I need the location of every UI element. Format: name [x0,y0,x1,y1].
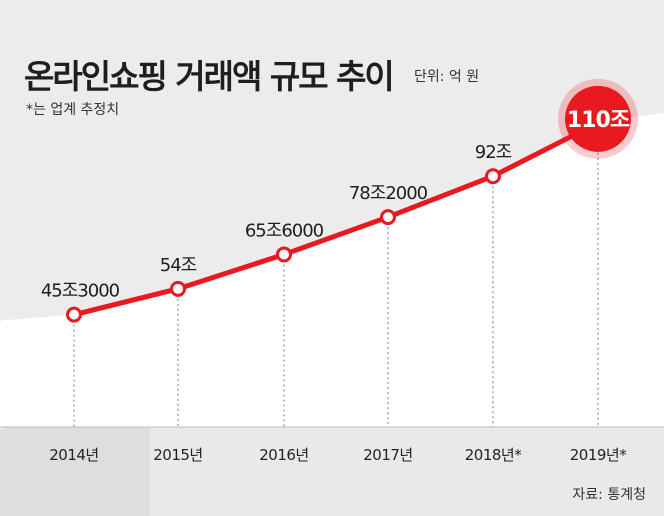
data-label-1: 54조 [160,255,197,276]
data-label-0: 45조3000 [41,281,120,302]
source-label: 자료: 통계청 [572,487,646,503]
chart-title: 온라인쇼핑 거래액 규모 추이 [24,57,395,96]
estimate-note: *는 업계 추정치 [26,102,120,118]
data-point-3 [380,209,396,226]
data-point-4 [485,168,501,185]
unit-label: 단위: 억 원 [414,69,480,85]
data-label-5: 110조 [567,108,630,133]
series-line [71,120,601,318]
x-tick-label-3: 2017년 [363,446,412,464]
x-tick-label-5: 2019년* [570,446,627,464]
data-point-0 [66,306,82,323]
highlight-bubble [565,85,631,152]
data-label-3: 78조2000 [349,183,428,204]
chart-area-panel [0,112,664,427]
x-tick-label-0: 2014년 [49,446,98,464]
x-tick-label-1: 2015년 [153,446,202,464]
x-tick-label-2: 2016년 [259,446,308,464]
data-label-2: 65조6000 [245,220,324,241]
data-label-4: 92조 [475,142,512,163]
x-tick-label-4: 2018년* [465,446,522,464]
data-point-2 [276,246,292,263]
data-point-1 [170,280,186,297]
